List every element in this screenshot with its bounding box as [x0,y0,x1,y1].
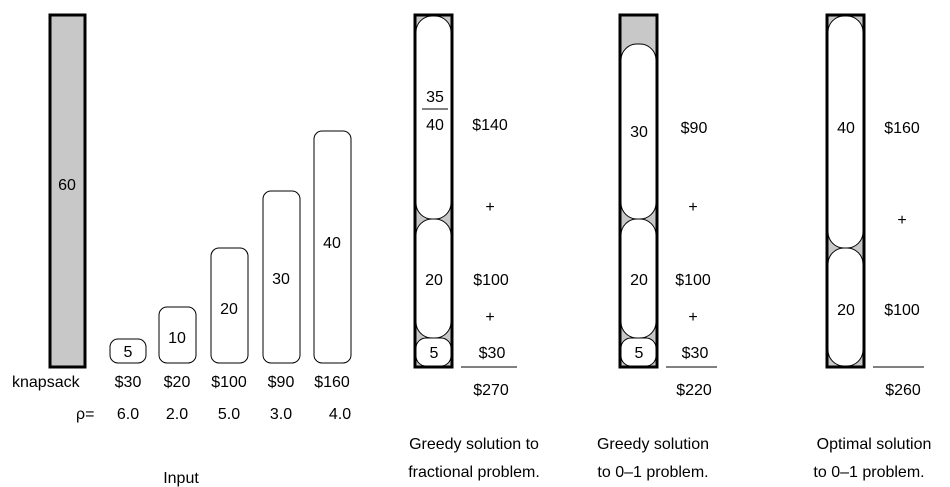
fractional-greedy-solution: 35 40 20 5 $140 + $100 + $30 $270 Greedy… [408,13,540,481]
knapsack-bar [48,13,87,369]
item-5-box [620,337,657,367]
item-20-box [827,247,864,367]
total-value: $270 [473,382,509,399]
item-20-weight: 20 [837,302,855,319]
item-20-weight: 20 [630,272,648,289]
input-item-30 [262,190,301,364]
fraction-denominator: 40 [426,117,444,134]
input-item-5-value: $30 [115,374,142,391]
input-item-20-ratio: 5.0 [218,406,240,423]
item-30-weight: 30 [630,124,648,141]
total-value: $220 [676,382,712,399]
input-item-10-value: $20 [164,374,191,391]
item-5-weight: 5 [635,345,644,362]
input-item-5-weight: 5 [124,344,133,361]
input-item-30-value: $90 [268,374,295,391]
plus-sign: + [897,212,906,229]
input-item-5-ratio: 6.0 [117,406,139,423]
input-section: 60 5 10 20 30 40 knapsack $30 $20 $100 $… [12,13,352,487]
input-item-40-weight: 40 [323,235,341,252]
item-20-weight: 20 [425,272,443,289]
item-40-value: $160 [884,120,920,137]
input-item-40-value: $160 [314,374,350,391]
rho-label: ρ= [76,406,94,423]
item-20-value: $100 [675,272,711,289]
caption-line-2: to 0–1 problem. [597,464,708,481]
knapsack-capacity: 60 [58,177,76,194]
caption-line-1: Greedy solution to [409,436,539,453]
input-item-30-ratio: 3.0 [270,406,292,423]
input-caption: Input [163,470,199,487]
input-item-40 [313,130,352,364]
plus-sign: + [485,309,494,326]
item-30-value: $90 [681,120,708,137]
item-20-value: $100 [884,302,920,319]
fraction-numerator: 35 [426,89,444,106]
input-item-20-weight: 20 [220,301,238,318]
item-20-value: $100 [473,272,509,289]
input-item-5 [109,338,147,364]
greedy-01-solution: 30 20 5 $90 + $100 + $30 $220 Greedy sol… [597,13,717,481]
knapsack-label: knapsack [12,374,81,391]
input-item-30-weight: 30 [272,271,290,288]
caption-line-2: to 0–1 problem. [813,464,924,481]
caption-line-1: Greedy solution [597,436,709,453]
input-item-20-value: $100 [211,374,247,391]
input-item-10-weight: 10 [168,330,186,347]
plus-sign: + [485,199,494,216]
plus-sign: + [688,199,697,216]
caption-line-1: Optimal solution [817,436,932,453]
plus-sign: + [688,309,697,326]
input-item-40-ratio: 4.0 [329,406,351,423]
item-5-box [415,337,452,367]
item-5-value: $30 [479,345,506,362]
item-5-value: $30 [682,345,709,362]
caption-line-2: fractional problem. [408,464,540,481]
input-item-10-ratio: 2.0 [166,406,188,423]
total-value: $260 [885,382,921,399]
input-item-10 [158,306,197,364]
item-40-weight: 40 [837,120,855,137]
input-item-20 [210,247,249,364]
optimal-01-solution: 40 20 $160 + $100 $260 Optimal solution … [813,13,932,481]
item-5-weight: 5 [430,345,439,362]
top-value: $140 [472,117,508,134]
